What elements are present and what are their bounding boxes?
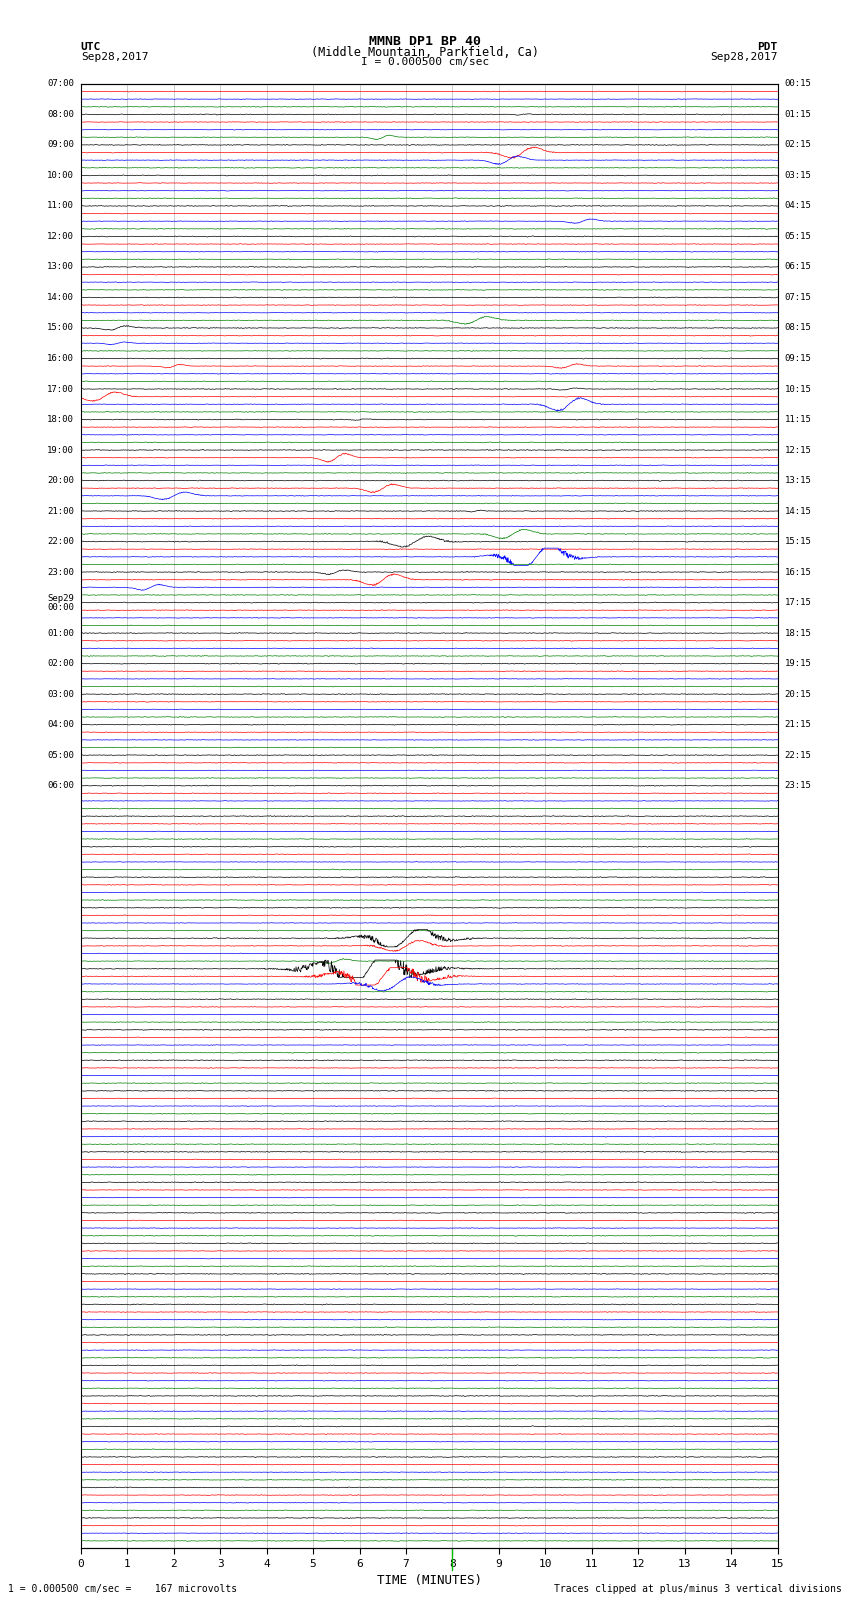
Text: I = 0.000500 cm/sec: I = 0.000500 cm/sec <box>361 58 489 68</box>
Text: 18:15: 18:15 <box>785 629 812 637</box>
Text: 08:15: 08:15 <box>785 324 812 332</box>
Text: 12:15: 12:15 <box>785 445 812 455</box>
Text: 00:00: 00:00 <box>47 603 74 611</box>
Text: Sep28,2017: Sep28,2017 <box>81 52 148 61</box>
Text: 20:00: 20:00 <box>47 476 74 486</box>
Text: Sep29: Sep29 <box>47 594 74 603</box>
Text: 1 = 0.000500 cm/sec =    167 microvolts: 1 = 0.000500 cm/sec = 167 microvolts <box>8 1584 238 1594</box>
Text: 06:15: 06:15 <box>785 263 812 271</box>
Text: 12:00: 12:00 <box>47 232 74 240</box>
Text: 14:00: 14:00 <box>47 294 74 302</box>
Text: 22:00: 22:00 <box>47 537 74 547</box>
Text: 21:15: 21:15 <box>785 719 812 729</box>
Text: 16:15: 16:15 <box>785 568 812 576</box>
Text: 07:00: 07:00 <box>47 79 74 89</box>
Text: 17:15: 17:15 <box>785 598 812 606</box>
Text: PDT: PDT <box>757 42 778 52</box>
Text: 15:00: 15:00 <box>47 324 74 332</box>
Text: UTC: UTC <box>81 42 101 52</box>
Text: 23:00: 23:00 <box>47 568 74 576</box>
Text: 09:00: 09:00 <box>47 140 74 150</box>
Text: 06:00: 06:00 <box>47 781 74 790</box>
Text: MMNB DP1 BP 40: MMNB DP1 BP 40 <box>369 35 481 48</box>
Text: 05:15: 05:15 <box>785 232 812 240</box>
Text: 04:00: 04:00 <box>47 719 74 729</box>
Text: 18:00: 18:00 <box>47 415 74 424</box>
Text: 02:15: 02:15 <box>785 140 812 150</box>
Text: 03:00: 03:00 <box>47 690 74 698</box>
Text: 16:00: 16:00 <box>47 353 74 363</box>
Text: 07:15: 07:15 <box>785 294 812 302</box>
Text: 23:15: 23:15 <box>785 781 812 790</box>
Text: 00:15: 00:15 <box>785 79 812 89</box>
Text: 13:15: 13:15 <box>785 476 812 486</box>
Text: 10:15: 10:15 <box>785 384 812 394</box>
Text: 11:00: 11:00 <box>47 202 74 210</box>
Text: 01:15: 01:15 <box>785 110 812 119</box>
Text: 15:15: 15:15 <box>785 537 812 547</box>
Text: 11:15: 11:15 <box>785 415 812 424</box>
Text: 05:00: 05:00 <box>47 750 74 760</box>
Text: 22:15: 22:15 <box>785 750 812 760</box>
Text: 08:00: 08:00 <box>47 110 74 119</box>
Text: 20:15: 20:15 <box>785 690 812 698</box>
Text: 19:15: 19:15 <box>785 660 812 668</box>
Text: Traces clipped at plus/minus 3 vertical divisions: Traces clipped at plus/minus 3 vertical … <box>553 1584 842 1594</box>
Text: 01:00: 01:00 <box>47 629 74 637</box>
Text: 17:00: 17:00 <box>47 384 74 394</box>
Text: 13:00: 13:00 <box>47 263 74 271</box>
X-axis label: TIME (MINUTES): TIME (MINUTES) <box>377 1574 482 1587</box>
Text: 19:00: 19:00 <box>47 445 74 455</box>
Text: 02:00: 02:00 <box>47 660 74 668</box>
Text: 04:15: 04:15 <box>785 202 812 210</box>
Text: 10:00: 10:00 <box>47 171 74 181</box>
Text: 09:15: 09:15 <box>785 353 812 363</box>
Text: 14:15: 14:15 <box>785 506 812 516</box>
Text: Sep28,2017: Sep28,2017 <box>711 52 778 61</box>
Text: (Middle Mountain, Parkfield, Ca): (Middle Mountain, Parkfield, Ca) <box>311 45 539 60</box>
Text: 21:00: 21:00 <box>47 506 74 516</box>
Text: 03:15: 03:15 <box>785 171 812 181</box>
